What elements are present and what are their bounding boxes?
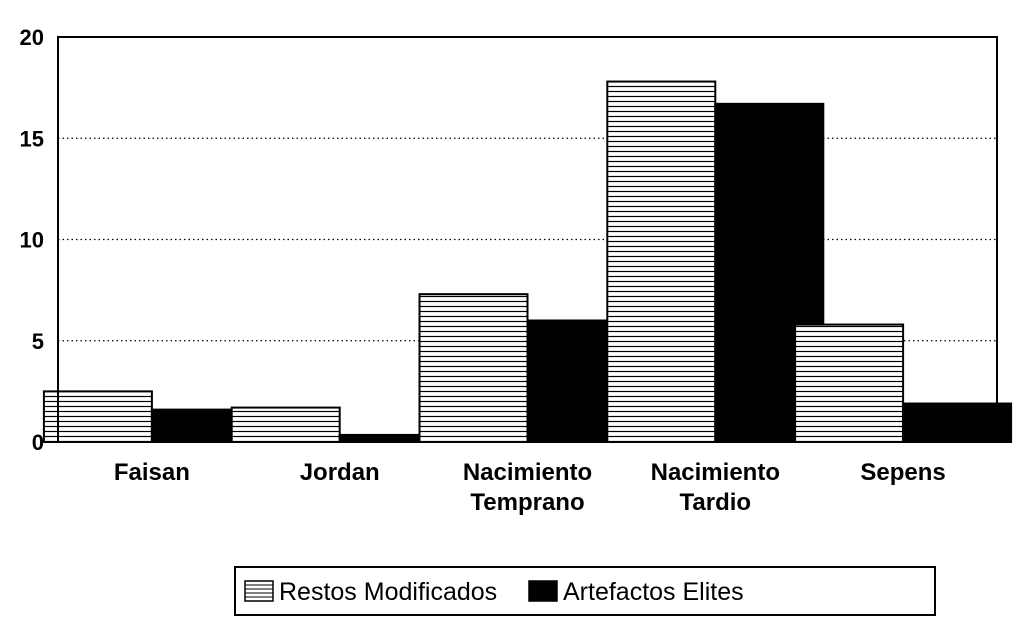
y-tick-label: 5 (32, 329, 44, 354)
x-tick-label: Faisan (114, 459, 190, 486)
x-tick-label: Nacimiento Temprano (463, 459, 592, 516)
x-tick-label-line: Nacimiento (463, 459, 592, 486)
y-axis-ticks: 0 5 10 15 20 (20, 25, 44, 455)
bar-artefactos-elites (902, 402, 1013, 443)
legend-swatch (528, 580, 558, 602)
x-tick-label-line: Tardio (680, 489, 752, 516)
plot-frame (57, 36, 998, 443)
y-tick-label: 10 (20, 228, 44, 253)
y-tick-label: 0 (32, 430, 44, 455)
x-tick-label-line: Nacimiento (651, 459, 780, 486)
legend-label: Restos Modificados (279, 578, 497, 606)
x-tick-label: Nacimiento Tardio (651, 459, 780, 516)
legend-box (234, 566, 936, 616)
legend-label: Artefactos Elites (563, 578, 744, 606)
x-tick-label: Sepens (860, 459, 945, 486)
x-axis-ticks: Faisan Jordan Nacimiento TempranoNacimiento… (114, 459, 946, 516)
y-tick-label: 15 (20, 126, 44, 151)
x-tick-label-line: Temprano (470, 489, 584, 516)
x-tick-label-line: Jordan (300, 459, 380, 486)
bar-restos-modificados (230, 406, 341, 444)
legend: Restos Modificados Artefactos Elites (234, 566, 936, 616)
bars (42, 80, 1013, 444)
bar-restos-modificados (606, 80, 717, 444)
x-tick-label-line: Sepens (860, 459, 945, 486)
x-tick-label: Jordan (300, 459, 380, 486)
legend-swatch (244, 580, 274, 602)
bar-restos-modificados (794, 323, 905, 443)
y-tick-label: 20 (20, 25, 44, 50)
x-tick-label-line: Faisan (114, 459, 190, 486)
bar-restos-modificados (42, 390, 153, 443)
bar-restos-modificados (418, 293, 529, 443)
